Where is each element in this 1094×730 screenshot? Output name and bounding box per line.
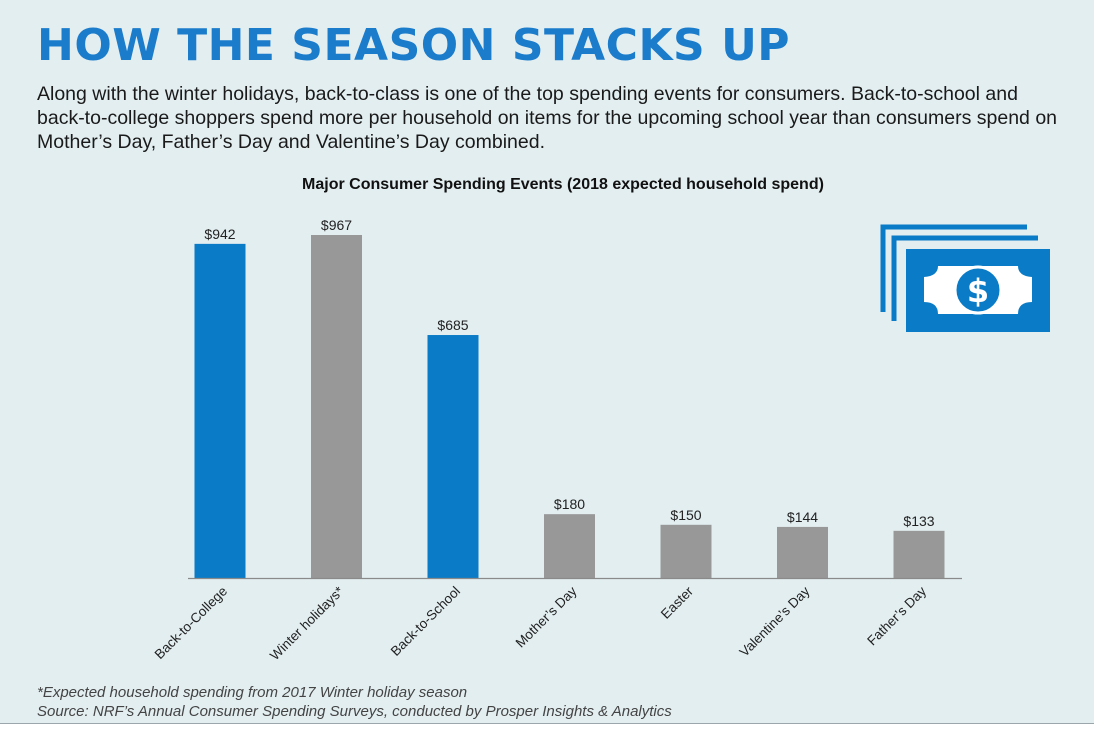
- category-label: Back-to-School: [388, 584, 463, 659]
- dollar-symbol: $: [967, 272, 989, 310]
- category-label: Father’s Day: [864, 583, 929, 648]
- value-label: $180: [554, 496, 585, 512]
- category-label: Back-to-College: [152, 584, 231, 663]
- value-label: $144: [787, 509, 818, 525]
- footnote-text: *Expected household spending from 2017 W…: [37, 684, 468, 701]
- value-label: $967: [321, 217, 352, 233]
- category-label: Valentine’s Day: [737, 583, 813, 659]
- dollar-bill-icon: $: [880, 224, 1050, 332]
- bar-1: [194, 243, 246, 579]
- footnote: *Expected household spending from 2017 W…: [37, 683, 672, 721]
- category-label: Mother’s Day: [513, 583, 580, 650]
- bar-2: [311, 235, 362, 578]
- value-label: $685: [437, 317, 468, 333]
- bar-5: [660, 524, 712, 578]
- bar-6: [777, 526, 828, 578]
- bar-7: [893, 530, 945, 578]
- value-label: $133: [903, 513, 934, 529]
- chart-title: Major Consumer Spending Events (2018 exp…: [302, 176, 824, 193]
- value-label: $942: [204, 226, 235, 242]
- value-label: $150: [670, 507, 701, 523]
- category-label: Easter: [658, 583, 697, 622]
- bar-4: [544, 514, 595, 578]
- intro-text: Along with the winter holidays, back-to-…: [37, 83, 1058, 153]
- bar-3: [427, 335, 479, 578]
- page-title: HOW THE SEASON STACKS UP: [37, 20, 791, 71]
- category-label: Winter holidays*: [267, 583, 347, 663]
- source-text: Source: NRF’s Annual Consumer Spending S…: [37, 703, 672, 720]
